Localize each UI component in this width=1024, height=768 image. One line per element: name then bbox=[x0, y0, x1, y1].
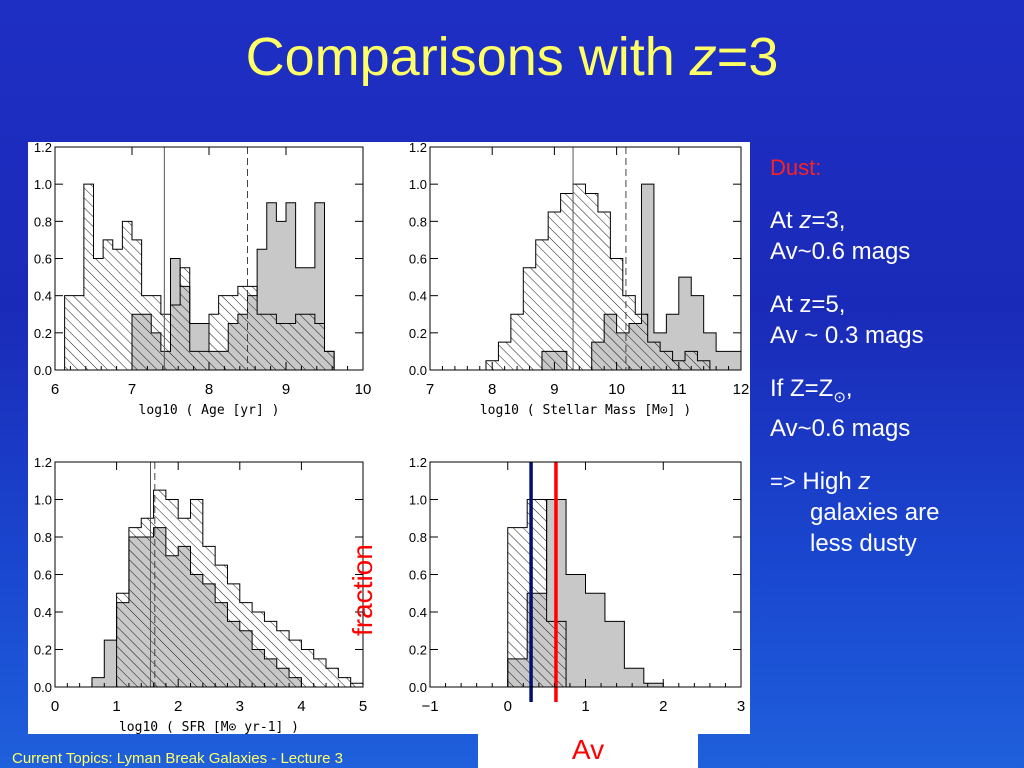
av-label-box: Av bbox=[478, 733, 698, 768]
x-tick-label: 6 bbox=[51, 381, 59, 398]
y-tick-label: 0.8 bbox=[409, 214, 427, 229]
hatched-histogram bbox=[116, 489, 364, 688]
x-tick-label: 2 bbox=[174, 698, 182, 715]
x-tick-label: 1 bbox=[581, 698, 589, 715]
histogram-figure: 6 7 8 9 10 0.0 0.2 0.4 0.6 0.8 1.0 1.2 log10 ( Age [… bbox=[28, 142, 750, 734]
note-at-z3-suffix: =3, bbox=[811, 207, 846, 234]
y-tick-label: 0.0 bbox=[409, 363, 427, 378]
y-tick-label: 1.2 bbox=[409, 455, 427, 470]
title-suffix: =3 bbox=[716, 27, 779, 87]
x-axis-label: log10 ( Stellar Mass [M⊙] ) bbox=[480, 403, 691, 418]
y-tick-label: 1.0 bbox=[409, 493, 427, 508]
y-tick-label: 0.6 bbox=[409, 252, 427, 267]
panel-3: 0 1 2 3 4 5 0.0 0.2 0.4 0.6 0.8 1.0 1.2 log10 ( SFR [… bbox=[34, 455, 367, 734]
solar-symbol: ⊙ bbox=[833, 388, 846, 406]
side-notes: Dust: At z=3, Av~0.6 mags At z=5, Av ~ 0… bbox=[770, 152, 1020, 559]
panel-4: −1 0 1 2 3 0.0 0.2 0.4 0.6 0.8 1.0 1.2 bbox=[409, 455, 745, 715]
x-tick-label: 11 bbox=[671, 381, 687, 398]
x-tick-label: 5 bbox=[359, 698, 367, 715]
note-high-z: z bbox=[858, 467, 871, 495]
y-tick-label: 0.8 bbox=[409, 530, 427, 545]
y-tick-label: 0.2 bbox=[409, 643, 427, 658]
note-conclusion: => High z bbox=[770, 466, 1020, 497]
y-tick-label: 0.2 bbox=[34, 643, 52, 658]
y-tick-label: 0.6 bbox=[409, 568, 427, 583]
note-arrow: => bbox=[770, 468, 796, 494]
y-tick-label: 1.0 bbox=[34, 177, 52, 192]
y-tick-label: 0.0 bbox=[34, 680, 52, 695]
x-tick-label: 4 bbox=[297, 698, 305, 715]
panel-1: 6 7 8 9 10 0.0 0.2 0.4 0.6 0.8 1.0 1.2 log10 ( Age [… bbox=[34, 142, 371, 418]
note-at-z3: At z=3, bbox=[770, 205, 1020, 236]
note-solar: If Z=Z⊙, bbox=[770, 373, 1020, 413]
y-tick-label: 1.2 bbox=[409, 142, 427, 155]
y-tick-label: 0.2 bbox=[34, 326, 52, 341]
note-av-solar: Av~0.6 mags bbox=[770, 414, 911, 442]
x-tick-label: 7 bbox=[426, 381, 434, 398]
x-axis-label: log10 ( Age [yr] ) bbox=[139, 403, 280, 418]
x-tick-label: 0 bbox=[504, 698, 512, 715]
y-tick-label: 0.4 bbox=[409, 289, 427, 304]
x-tick-label: 3 bbox=[236, 698, 244, 715]
note-av-z5: Av ~ 0.3 mags bbox=[770, 322, 924, 349]
x-tick-label: −1 bbox=[421, 698, 438, 715]
note-dusty: less dusty bbox=[810, 529, 917, 557]
title-z: z bbox=[689, 27, 717, 87]
title-prefix: Comparisons with bbox=[245, 27, 690, 87]
y-tick-label: 0.4 bbox=[409, 605, 427, 620]
x-tick-label: 2 bbox=[659, 698, 667, 715]
note-solar-suffix: , bbox=[845, 375, 853, 402]
y-tick-label: 0.6 bbox=[34, 252, 52, 267]
hatched-histogram bbox=[64, 183, 344, 371]
note-at-z5: At z=5, bbox=[770, 291, 846, 318]
x-tick-label: 1 bbox=[112, 698, 120, 715]
note-av-z3: Av~0.6 mags bbox=[770, 238, 911, 265]
x-tick-label: 8 bbox=[205, 381, 213, 398]
y-tick-label: 0.4 bbox=[34, 289, 52, 304]
note-dust: Dust: bbox=[770, 155, 822, 180]
note-high: High bbox=[795, 467, 859, 495]
hatched-histogram bbox=[485, 183, 711, 371]
x-tick-label: 9 bbox=[282, 381, 290, 398]
note-galaxies: galaxies are bbox=[810, 498, 940, 526]
x-tick-label: 7 bbox=[128, 381, 136, 398]
y-tick-label: 0.0 bbox=[409, 680, 427, 695]
av-axis-label: Av bbox=[571, 734, 605, 765]
footer: Current Topics: Lyman Break Galaxies - L… bbox=[12, 750, 343, 767]
note-at-z3-prefix: At bbox=[770, 207, 800, 234]
x-axis-label: log10 ( SFR [M⊙ yr-1] ) bbox=[119, 720, 299, 734]
x-tick-label: 10 bbox=[608, 381, 625, 398]
y-tick-label: 0.8 bbox=[34, 530, 52, 545]
x-tick-label: 0 bbox=[51, 698, 59, 715]
x-tick-label: 12 bbox=[733, 381, 750, 398]
y-tick-label: 0.2 bbox=[409, 326, 427, 341]
x-tick-label: 9 bbox=[550, 381, 558, 398]
y-tick-label: 1.2 bbox=[34, 455, 52, 470]
y-tick-label: 0.8 bbox=[34, 214, 52, 229]
y-tick-label: 1.2 bbox=[34, 142, 52, 155]
y-tick-label: 0.0 bbox=[34, 363, 52, 378]
slide-title: Comparisons with z=3 bbox=[0, 30, 1024, 84]
y-tick-label: 0.6 bbox=[34, 568, 52, 583]
y-tick-label: 1.0 bbox=[409, 177, 427, 192]
note-solar-prefix: If Z=Z bbox=[770, 375, 834, 402]
x-tick-label: 8 bbox=[488, 381, 496, 398]
y-tick-label: 1.0 bbox=[34, 493, 52, 508]
panel-2: 7 8 9 10 11 12 0.0 0.2 0.4 0.6 0.8 1.0 1.2 log10 ( St… bbox=[409, 142, 749, 418]
y-tick-label: 0.4 bbox=[34, 605, 52, 620]
note-at-z3-z: z bbox=[799, 207, 812, 234]
x-tick-label: 3 bbox=[737, 698, 745, 715]
fraction-axis-label: fraction bbox=[347, 544, 378, 636]
x-tick-label: 10 bbox=[355, 381, 372, 398]
